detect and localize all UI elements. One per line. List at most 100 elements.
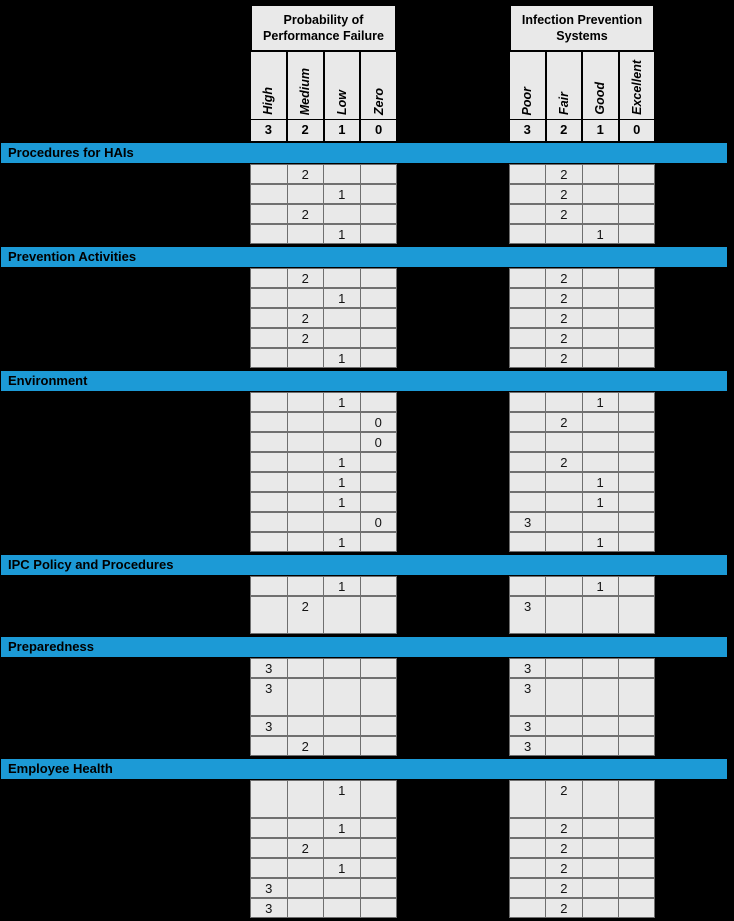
failure-probability-score-grid: 2 xyxy=(250,736,397,756)
prevention-system-score-grid: 2 xyxy=(509,268,655,288)
prevention-system-score-grid: 1 xyxy=(509,532,655,552)
score-cell xyxy=(582,205,618,223)
score-cell xyxy=(360,393,396,411)
score-cell xyxy=(360,289,396,307)
scale-column-score: 1 xyxy=(582,120,619,142)
score-cell xyxy=(510,473,546,491)
score-cell: 1 xyxy=(324,225,360,243)
score-cell xyxy=(251,165,287,183)
score-cell xyxy=(251,513,287,531)
score-cell xyxy=(582,819,618,837)
score-cell xyxy=(582,679,618,715)
score-cell xyxy=(618,269,654,287)
scale-column-label-cell: High xyxy=(250,52,287,120)
score-cell xyxy=(510,577,546,595)
failure-probability-score-grid: 1 xyxy=(250,288,397,308)
score-cell xyxy=(510,879,546,897)
failure-probability-score-grid: 1 xyxy=(250,532,397,552)
score-cell xyxy=(287,393,323,411)
section-title: Environment xyxy=(8,373,88,388)
prevention-system-score-grid: 1 xyxy=(509,576,655,596)
failure-probability-score-grid: 1 xyxy=(250,492,397,512)
prevention-systems-scale-labels: Poor Fair Good Excellent xyxy=(509,52,655,120)
score-cell xyxy=(324,513,360,531)
failure-probability-score-grid: 2 xyxy=(250,204,397,224)
score-cell xyxy=(582,859,618,877)
score-cell: 1 xyxy=(582,533,618,551)
score-cell xyxy=(582,269,618,287)
failure-probability-score-grid: 1 xyxy=(250,576,397,596)
score-cell xyxy=(287,879,323,897)
score-cell xyxy=(582,329,618,347)
score-cell xyxy=(251,205,287,223)
score-cell xyxy=(546,473,582,491)
score-cell xyxy=(618,659,654,677)
score-cell xyxy=(582,309,618,327)
score-cell: 2 xyxy=(546,165,582,183)
score-cell: 1 xyxy=(324,859,360,877)
score-cell xyxy=(287,717,323,735)
score-cell: 1 xyxy=(582,493,618,511)
score-cell xyxy=(510,309,546,327)
score-cell xyxy=(582,899,618,917)
score-cell: 1 xyxy=(324,393,360,411)
prevention-system-score-grid: 2 xyxy=(509,780,655,818)
score-cell: 1 xyxy=(582,393,618,411)
score-cell xyxy=(287,859,323,877)
scale-column-score: 2 xyxy=(545,120,582,142)
scale-column-label: Excellent xyxy=(629,60,644,115)
scale-column-label: Zero xyxy=(371,87,386,115)
failure-probability-score-grid: 0 xyxy=(250,512,397,532)
prevention-system-score-grid: 1 xyxy=(509,224,655,244)
score-cell: 3 xyxy=(510,717,546,735)
score-cell xyxy=(251,473,287,491)
score-cell: 3 xyxy=(510,597,546,633)
scale-column-label-cell: Zero xyxy=(360,52,397,120)
score-cell: 2 xyxy=(287,205,323,223)
score-cell xyxy=(287,679,323,715)
score-cell xyxy=(618,859,654,877)
scale-column-label-cell: Good xyxy=(582,52,619,120)
scale-column-score: 0 xyxy=(618,120,655,142)
score-cell xyxy=(546,577,582,595)
score-cell xyxy=(546,493,582,511)
score-cell: 3 xyxy=(251,679,287,715)
score-cell xyxy=(546,433,582,451)
failure-probability-score-grid: 3 xyxy=(250,658,397,678)
score-cell: 0 xyxy=(360,433,396,451)
section-title: Employee Health xyxy=(8,761,113,776)
score-cell xyxy=(582,433,618,451)
prevention-system-score-grid: 1 xyxy=(509,472,655,492)
prevention-system-score-grid: 2 xyxy=(509,838,655,858)
prevention-system-score-grid: 2 xyxy=(509,164,655,184)
section-title: Prevention Activities xyxy=(8,249,137,264)
score-cell xyxy=(546,513,582,531)
score-cell xyxy=(618,493,654,511)
failure-probability-score-grid: 2 xyxy=(250,164,397,184)
score-cell xyxy=(582,737,618,755)
score-cell: 1 xyxy=(324,577,360,595)
score-cell: 1 xyxy=(324,453,360,471)
score-cell xyxy=(618,879,654,897)
score-cell xyxy=(582,879,618,897)
score-cell xyxy=(360,165,396,183)
score-cell xyxy=(546,737,582,755)
score-cell xyxy=(618,473,654,491)
score-cell xyxy=(618,597,654,633)
score-cell xyxy=(360,453,396,471)
scale-column-score: 3 xyxy=(250,120,287,142)
score-cell xyxy=(324,879,360,897)
